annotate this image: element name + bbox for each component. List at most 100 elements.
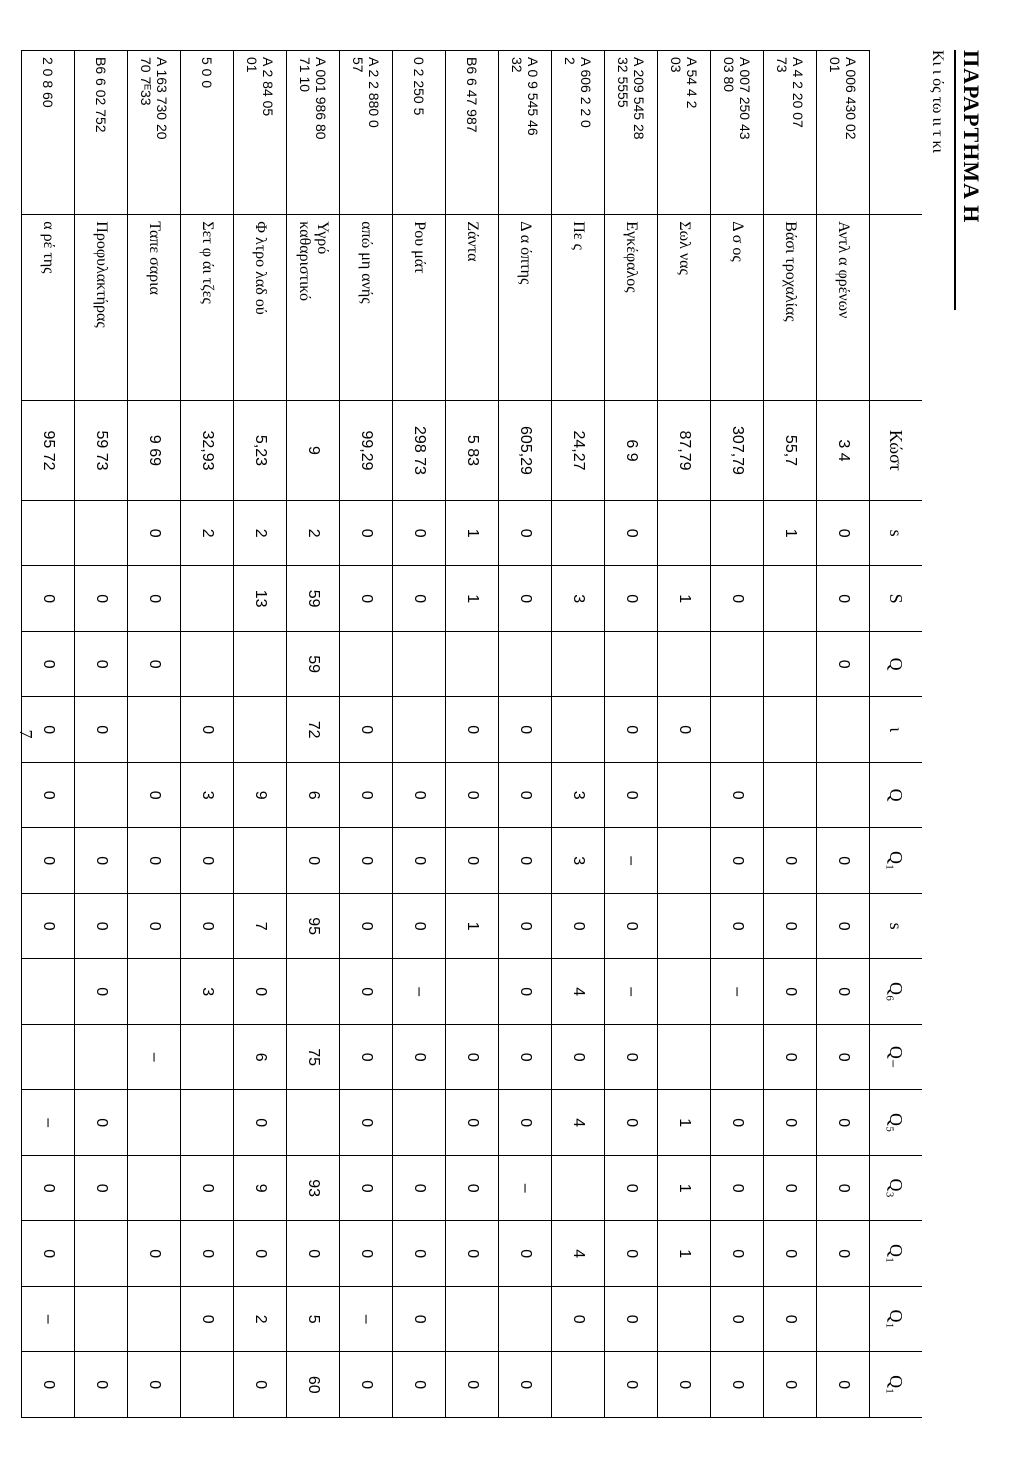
table-row: 0 2 250 5Ρου μάτ298 7300000–00000: [393, 51, 446, 1418]
part-code: A 163 730 2070 7ᴱ33: [128, 51, 181, 215]
value-cell: 0: [711, 1352, 764, 1418]
value-cell: 0: [22, 1221, 75, 1287]
value-cell: 0: [340, 1155, 393, 1221]
value-cell: 0: [499, 762, 552, 828]
value-cell: 0: [764, 1024, 817, 1090]
value-cell: 0: [605, 697, 658, 763]
column-header: s: [870, 500, 923, 566]
value-cell: 95: [287, 893, 340, 959]
value-cell: 9: [234, 1155, 287, 1221]
part-code: B6 6 02 752: [75, 51, 128, 215]
part-description: Σετ φ άι τζες: [181, 215, 234, 401]
cost-cell: 6 9: [605, 401, 658, 501]
value-cell: [393, 1090, 446, 1156]
value-cell: 0: [340, 697, 393, 763]
table-row: A 0 9 545 4632Δ α όπτης605,29000000000–0…: [499, 51, 552, 1418]
value-cell: 0: [75, 828, 128, 894]
value-cell: 0: [393, 828, 446, 894]
value-cell: 0: [817, 500, 870, 566]
value-cell: 0: [340, 1221, 393, 1287]
cost-cell: 24,27: [552, 401, 605, 501]
value-cell: 0: [287, 1221, 340, 1287]
cost-cell: 99,29: [340, 401, 393, 501]
value-cell: [658, 500, 711, 566]
value-cell: 0: [128, 762, 181, 828]
value-cell: [75, 762, 128, 828]
part-code: A 001 986 8071 10: [287, 51, 340, 215]
value-cell: 0: [499, 1352, 552, 1418]
value-cell: 9: [234, 762, 287, 828]
value-cell: 0: [817, 566, 870, 632]
value-cell: 0: [393, 1024, 446, 1090]
value-cell: 0: [340, 1090, 393, 1156]
table-row: A 209 545 2832 5555Εγκέφαλος6 90000–0–00…: [605, 51, 658, 1418]
value-cell: 0: [340, 566, 393, 632]
value-cell: 0: [128, 893, 181, 959]
value-cell: 0: [446, 1221, 499, 1287]
table-row: A 007 250 4303 80Δ σ ος307,790000–00000: [711, 51, 764, 1418]
value-cell: 0: [340, 893, 393, 959]
cost-cell: 9 69: [128, 401, 181, 501]
value-cell: [22, 1024, 75, 1090]
part-description: απώ μη ανής: [340, 215, 393, 401]
part-code: A 2 84 0501: [234, 51, 287, 215]
value-cell: 0: [499, 959, 552, 1025]
value-cell: 0: [22, 893, 75, 959]
value-cell: 0: [764, 959, 817, 1025]
value-cell: 0: [552, 893, 605, 959]
value-cell: [181, 1352, 234, 1418]
value-cell: [234, 697, 287, 763]
value-cell: 2: [234, 1286, 287, 1352]
value-cell: 0: [499, 1090, 552, 1156]
value-cell: 1: [446, 893, 499, 959]
value-cell: 0: [817, 1090, 870, 1156]
part-code: A 4 2 20 0773: [764, 51, 817, 215]
part-code: 2 0 8 60: [22, 51, 75, 215]
value-cell: 0: [446, 1155, 499, 1221]
value-cell: [817, 762, 870, 828]
sub-header: Κι ι ός τω ιι τ κι: [928, 50, 946, 1418]
value-cell: 60: [287, 1352, 340, 1418]
value-cell: [22, 959, 75, 1025]
value-cell: 0: [446, 828, 499, 894]
value-cell: [711, 697, 764, 763]
cost-cell: 59 73: [75, 401, 128, 501]
value-cell: 0: [711, 566, 764, 632]
value-cell: 3: [552, 762, 605, 828]
part-description: Υγρόκαθαριστικό: [287, 215, 340, 401]
cost-cell: 5 83: [446, 401, 499, 501]
value-cell: [605, 631, 658, 697]
value-cell: 0: [711, 1155, 764, 1221]
value-cell: 75: [287, 1024, 340, 1090]
value-cell: 0: [605, 1090, 658, 1156]
part-code: A 006 430 0201: [817, 51, 870, 215]
part-description: Ταπε σαρια: [128, 215, 181, 401]
column-header: ι: [870, 697, 923, 763]
value-cell: 0: [234, 1352, 287, 1418]
part-description: Δ σ ος: [711, 215, 764, 401]
value-cell: 1: [658, 1090, 711, 1156]
column-header: Q₁: [870, 1352, 923, 1418]
value-cell: [658, 1286, 711, 1352]
cost-cell: 3 4: [817, 401, 870, 501]
value-cell: 59: [287, 631, 340, 697]
value-cell: [711, 500, 764, 566]
table-row: B6 6 47 987Ζάντα5 8311000100000: [446, 51, 499, 1418]
value-cell: 0: [340, 762, 393, 828]
value-cell: 93: [287, 1155, 340, 1221]
value-cell: 3: [181, 762, 234, 828]
value-cell: [75, 1286, 128, 1352]
value-cell: [817, 697, 870, 763]
table-row: A 4 2 20 0773Βάσι τροχαλίας55,7100000000…: [764, 51, 817, 1418]
value-cell: 7: [234, 893, 287, 959]
value-cell: 0: [340, 959, 393, 1025]
value-cell: [181, 1024, 234, 1090]
value-cell: 0: [340, 1024, 393, 1090]
value-cell: [128, 1286, 181, 1352]
cost-cell: 298 73: [393, 401, 446, 501]
value-cell: 13: [234, 566, 287, 632]
part-description: Βάσι τροχαλίας: [764, 215, 817, 401]
column-header: [870, 51, 923, 215]
value-cell: [75, 500, 128, 566]
value-cell: 0: [393, 500, 446, 566]
